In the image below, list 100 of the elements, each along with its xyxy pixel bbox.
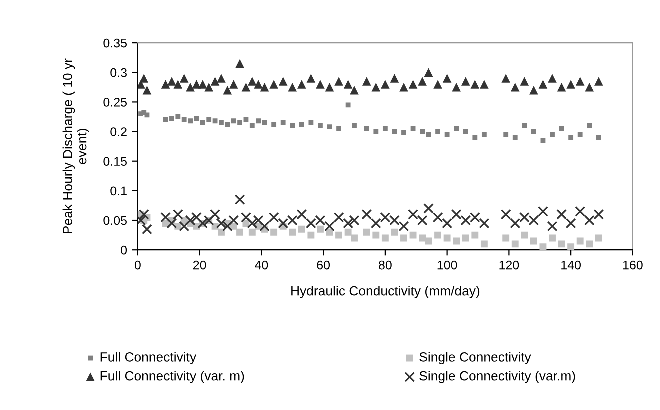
- point: [206, 118, 212, 122]
- point: [463, 129, 468, 134]
- point: [442, 218, 453, 229]
- point: [270, 80, 278, 89]
- point: [142, 224, 152, 235]
- point: [510, 83, 520, 92]
- point: [272, 122, 277, 128]
- point: [334, 77, 344, 86]
- point: [240, 212, 252, 223]
- point: [424, 68, 434, 78]
- point: [381, 80, 390, 89]
- point: [424, 203, 434, 214]
- point: [288, 83, 298, 92]
- point: [538, 206, 548, 217]
- point: [166, 218, 178, 229]
- point: [343, 218, 354, 229]
- point: [176, 114, 181, 120]
- point: [436, 129, 440, 134]
- point: [188, 118, 193, 124]
- point: [370, 218, 382, 229]
- point: [482, 132, 487, 138]
- point: [595, 234, 602, 242]
- y-tick-label: 0.05: [104, 216, 127, 226]
- point: [420, 129, 426, 134]
- point: [452, 83, 461, 92]
- point: [419, 234, 426, 242]
- point: [236, 59, 244, 68]
- point: [548, 74, 557, 83]
- point: [556, 209, 568, 220]
- point: [576, 238, 584, 245]
- point: [391, 228, 398, 236]
- y-tick-label: 0.15: [104, 157, 127, 166]
- point: [334, 212, 344, 223]
- point: [520, 77, 530, 86]
- y-tick-label: 0.25: [104, 98, 127, 107]
- point: [248, 77, 257, 86]
- point: [180, 74, 189, 83]
- point: [142, 86, 152, 95]
- point: [192, 80, 202, 89]
- x-tick-label: 0: [134, 260, 141, 270]
- x-tick-label: 100: [438, 260, 458, 270]
- point: [521, 232, 528, 239]
- point: [504, 132, 509, 138]
- point: [566, 80, 576, 89]
- x-tick-label: 140: [562, 260, 582, 270]
- point: [250, 123, 255, 128]
- point: [594, 209, 604, 220]
- point: [363, 228, 370, 236]
- point: [472, 232, 479, 239]
- point: [262, 120, 268, 126]
- point: [472, 135, 478, 140]
- point: [229, 80, 238, 89]
- x-tick-label: 20: [193, 260, 206, 270]
- point: [461, 77, 470, 86]
- point: [402, 130, 406, 136]
- point: [170, 116, 174, 122]
- point: [254, 80, 263, 89]
- point: [502, 234, 510, 242]
- point: [480, 240, 488, 248]
- point: [462, 234, 470, 242]
- point: [317, 226, 324, 233]
- point: [400, 234, 408, 242]
- point: [238, 120, 242, 126]
- point: [242, 83, 251, 92]
- point: [260, 221, 270, 232]
- point: [336, 232, 343, 239]
- point: [324, 221, 335, 232]
- point: [454, 126, 460, 132]
- point: [568, 135, 574, 140]
- point: [217, 74, 226, 83]
- point: [584, 215, 595, 226]
- point: [540, 138, 546, 144]
- point: [306, 74, 316, 83]
- point: [587, 123, 592, 128]
- point: [289, 228, 296, 236]
- point: [512, 135, 518, 140]
- point: [372, 232, 380, 239]
- point: [172, 209, 184, 220]
- x-tick-label: 60: [317, 260, 330, 270]
- point: [479, 218, 490, 229]
- point: [212, 118, 218, 124]
- point: [268, 212, 280, 223]
- y-axis-title: Peak Hourly Discharge ( 10 yr event): [62, 58, 90, 234]
- point: [138, 209, 150, 220]
- point: [318, 123, 323, 128]
- point: [410, 232, 417, 239]
- point: [596, 135, 602, 140]
- point: [558, 240, 566, 248]
- point: [362, 77, 372, 86]
- point: [270, 228, 278, 236]
- x-axis-title: Hydraulic Conductivity (mm/day): [292, 286, 480, 298]
- point: [256, 118, 262, 124]
- y-tick-label: 0: [121, 246, 128, 255]
- point: [222, 221, 233, 232]
- point: [325, 83, 334, 92]
- point: [451, 209, 462, 220]
- point: [198, 80, 208, 89]
- point: [444, 132, 450, 138]
- point: [398, 221, 410, 232]
- point: [434, 232, 442, 239]
